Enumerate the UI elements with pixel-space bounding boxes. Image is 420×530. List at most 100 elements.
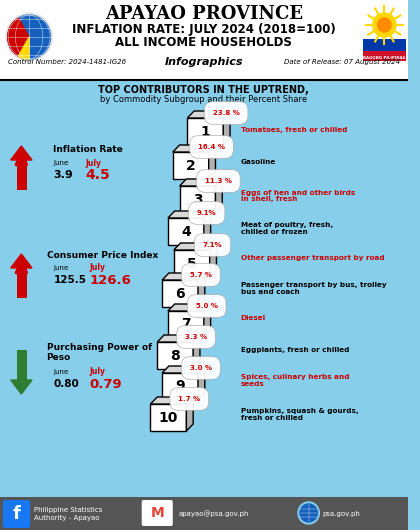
- Text: f: f: [13, 505, 21, 523]
- Text: Eggplants, fresh or chilled: Eggplants, fresh or chilled: [241, 347, 349, 353]
- Text: Date of Release: 07 August 2024: Date of Release: 07 August 2024: [284, 59, 400, 65]
- Text: June: June: [53, 369, 68, 375]
- Polygon shape: [168, 304, 211, 311]
- Polygon shape: [173, 152, 209, 179]
- Text: 0.79: 0.79: [89, 377, 122, 391]
- Polygon shape: [157, 342, 193, 369]
- Text: ALL INCOME HOUSEHOLDS: ALL INCOME HOUSEHOLDS: [116, 37, 292, 49]
- Polygon shape: [187, 118, 223, 145]
- Text: INFLATION RATE: JULY 2024 (2018=100): INFLATION RATE: JULY 2024 (2018=100): [72, 22, 336, 36]
- Text: 0.80: 0.80: [53, 379, 79, 389]
- Text: 7.1%: 7.1%: [203, 242, 222, 248]
- Polygon shape: [10, 146, 32, 160]
- Text: 6: 6: [175, 287, 185, 301]
- Text: 10: 10: [159, 411, 178, 425]
- Text: 126.6: 126.6: [89, 273, 131, 287]
- Polygon shape: [187, 111, 230, 118]
- Text: 4: 4: [181, 225, 191, 238]
- Text: 9: 9: [175, 379, 185, 393]
- FancyBboxPatch shape: [142, 500, 173, 526]
- Polygon shape: [186, 397, 193, 431]
- Text: 3.0 %: 3.0 %: [190, 365, 212, 371]
- Text: apayao@psa.gov.ph: apayao@psa.gov.ph: [178, 510, 249, 517]
- Polygon shape: [204, 304, 211, 338]
- Text: 1.7 %: 1.7 %: [178, 396, 200, 402]
- Text: Gasoline: Gasoline: [241, 159, 276, 165]
- Bar: [16, 158, 27, 190]
- Text: Control Number: 2024-1481-IG26: Control Number: 2024-1481-IG26: [8, 59, 126, 65]
- Polygon shape: [168, 311, 204, 338]
- Text: Purchasing Power of: Purchasing Power of: [47, 343, 152, 352]
- Text: June: June: [53, 160, 68, 166]
- Text: 8: 8: [171, 349, 180, 363]
- Polygon shape: [162, 366, 205, 373]
- Text: Pumpkins, squash & gourds,
fresh or chilled: Pumpkins, squash & gourds, fresh or chil…: [241, 408, 358, 420]
- Text: 3.3 %: 3.3 %: [185, 334, 207, 340]
- Polygon shape: [10, 380, 32, 394]
- Text: 2: 2: [186, 158, 196, 172]
- Wedge shape: [18, 37, 29, 59]
- Text: Tomatoes, fresh or chilled: Tomatoes, fresh or chilled: [241, 127, 347, 133]
- Circle shape: [298, 502, 319, 524]
- Text: 125.5: 125.5: [53, 275, 87, 285]
- Polygon shape: [150, 404, 186, 431]
- Text: Infographics: Infographics: [165, 57, 243, 67]
- Text: psa.gov.ph: psa.gov.ph: [322, 511, 360, 517]
- Text: 5.7 %: 5.7 %: [190, 272, 212, 278]
- Text: July: July: [89, 263, 105, 272]
- Text: 3.9: 3.9: [53, 170, 73, 180]
- Text: Diesel: Diesel: [241, 315, 266, 321]
- Text: July: July: [89, 367, 105, 376]
- Polygon shape: [173, 145, 215, 152]
- Polygon shape: [198, 273, 205, 307]
- Polygon shape: [168, 218, 204, 245]
- Bar: [363, 3, 406, 61]
- Polygon shape: [150, 397, 193, 404]
- Text: Spices, culinary herbs and
seeds: Spices, culinary herbs and seeds: [241, 375, 349, 387]
- Circle shape: [378, 18, 391, 32]
- Circle shape: [8, 15, 50, 59]
- Polygon shape: [180, 179, 222, 186]
- Text: 5: 5: [187, 257, 197, 270]
- Text: Eggs of hen and other birds
in shell, fresh: Eggs of hen and other birds in shell, fr…: [241, 190, 355, 202]
- FancyBboxPatch shape: [3, 500, 30, 528]
- Polygon shape: [162, 373, 198, 400]
- Text: 7: 7: [181, 317, 191, 331]
- Text: M: M: [150, 506, 164, 520]
- Circle shape: [6, 13, 52, 61]
- Circle shape: [300, 504, 318, 522]
- Circle shape: [373, 13, 396, 37]
- Text: APAYAO PROVINCE: APAYAO PROVINCE: [105, 5, 303, 23]
- Polygon shape: [162, 280, 198, 307]
- Bar: [0, 0, 408, 80]
- Text: July: July: [85, 158, 101, 167]
- Text: 3: 3: [193, 192, 202, 207]
- Polygon shape: [174, 250, 210, 277]
- Polygon shape: [180, 186, 215, 213]
- Polygon shape: [193, 335, 200, 369]
- Polygon shape: [168, 211, 211, 218]
- Text: BAGONG PILIPINAS: BAGONG PILIPINAS: [363, 56, 405, 60]
- Text: Passenger transport by bus, trolley
bus and coach: Passenger transport by bus, trolley bus …: [241, 281, 386, 295]
- Text: by Commodity Subgroup and their Percent Share: by Commodity Subgroup and their Percent …: [100, 95, 307, 104]
- Polygon shape: [162, 273, 205, 280]
- Text: Consumer Price Index: Consumer Price Index: [47, 251, 158, 260]
- Wedge shape: [8, 18, 29, 56]
- Text: 11.3 %: 11.3 %: [205, 178, 232, 184]
- Text: Other passenger transport by road: Other passenger transport by road: [241, 255, 384, 261]
- Text: TOP CONTRIBUTORS IN THE UPTREND,: TOP CONTRIBUTORS IN THE UPTREND,: [98, 85, 309, 95]
- Text: Philippine Statistics
Authority - Apayao: Philippine Statistics Authority - Apayao: [34, 507, 102, 521]
- Text: 23.8 %: 23.8 %: [213, 110, 239, 116]
- Bar: [16, 350, 27, 380]
- Text: 16.4 %: 16.4 %: [198, 144, 225, 150]
- Polygon shape: [215, 179, 222, 213]
- Text: Inflation Rate: Inflation Rate: [53, 146, 123, 155]
- Text: 4.5: 4.5: [85, 168, 110, 182]
- Text: 1: 1: [200, 125, 210, 138]
- Polygon shape: [198, 366, 205, 400]
- Text: June: June: [53, 265, 68, 271]
- Text: Peso: Peso: [47, 354, 71, 363]
- Bar: [363, 39, 406, 51]
- Polygon shape: [204, 211, 211, 245]
- Bar: [0, 80, 408, 530]
